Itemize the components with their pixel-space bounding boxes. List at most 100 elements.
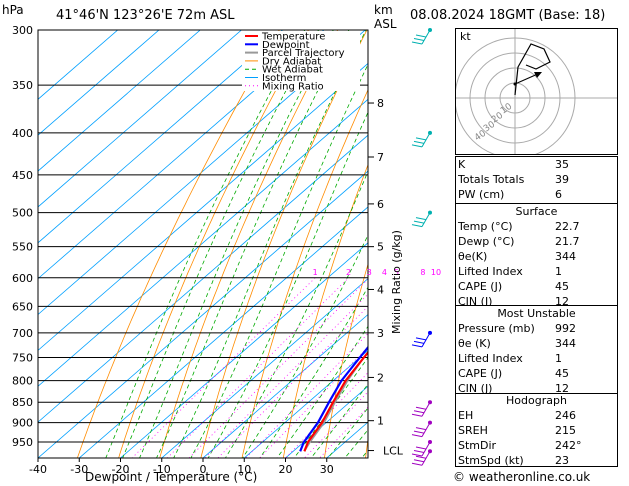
wind-barb-flag bbox=[413, 220, 425, 224]
wind-barb-flag bbox=[413, 38, 425, 41]
surface-row: CIN (J) 12 bbox=[458, 295, 569, 308]
mixing-ratio-label: 8 bbox=[420, 268, 425, 277]
isotherm-line bbox=[38, 98, 368, 387]
wind-barb-point bbox=[428, 28, 432, 32]
temperature-tick-label: 10 bbox=[237, 463, 251, 476]
surface-table: Temp (°C) 22.7 Dewp (°C) 21.7 θe(K) 344 Lif… bbox=[456, 219, 617, 309]
wind-barb-flag bbox=[413, 410, 425, 414]
pressure-tick-label: 900 bbox=[12, 417, 33, 430]
wind-barb-flag bbox=[411, 462, 423, 466]
mu-row: θe (K) 344 bbox=[458, 337, 576, 350]
wind-barb-flag bbox=[411, 224, 423, 228]
mu-row: Pressure (mb) 992 bbox=[458, 322, 576, 335]
index-value: 35 bbox=[555, 158, 569, 171]
wet-adiabat-line bbox=[276, 325, 368, 458]
dry-adiabat-line bbox=[118, 30, 309, 458]
pressure-tick-label: 450 bbox=[12, 169, 33, 182]
isotherm-line bbox=[38, 170, 368, 458]
surface-row: CAPE (J) 45 bbox=[458, 280, 569, 293]
mixing-ratio-axis-title: Mixing Ratio (g/kg) bbox=[390, 230, 403, 334]
storm-motion-arrowhead bbox=[534, 72, 542, 78]
mixing-ratio-label: 2 bbox=[346, 268, 351, 277]
legend-entry: Dewpoint bbox=[262, 40, 310, 51]
dry-adiabat-line bbox=[324, 262, 368, 458]
wind-barb-flag bbox=[415, 406, 427, 410]
surface-row: Temp (°C) 22.7 bbox=[458, 220, 580, 233]
wind-barb-flag bbox=[413, 430, 425, 434]
legend-entry: Isotherm bbox=[262, 73, 306, 84]
hodograph-surface-point bbox=[513, 82, 517, 86]
isotherm-line bbox=[38, 134, 368, 423]
isotherm-line bbox=[119, 242, 368, 458]
isotherm-line bbox=[38, 30, 243, 208]
most-unstable-title: Most Unstable bbox=[497, 307, 576, 320]
wind-barb-flag bbox=[415, 446, 427, 450]
dry-adiabat-line bbox=[76, 30, 280, 458]
wind-barb-flag bbox=[411, 344, 423, 348]
copyright-footer: © weatheronline.co.uk bbox=[453, 470, 591, 484]
wind-barb-flag bbox=[411, 434, 423, 438]
hodograph-panel: kt 10 20 30 40 bbox=[455, 28, 618, 155]
index-row-totals: Totals Totals 39 bbox=[456, 172, 617, 187]
isotherm-line bbox=[161, 278, 368, 458]
index-value: 6 bbox=[555, 188, 562, 201]
wind-barb-flag bbox=[413, 450, 425, 453]
hodograph-table-title: Hodograph bbox=[506, 394, 567, 407]
wind-barb-flag bbox=[411, 41, 423, 45]
index-row-pw: PW (cm) 6 bbox=[456, 187, 617, 202]
pressure-unit-label: hPa bbox=[2, 3, 24, 17]
legend-entry: Dry Adiabat bbox=[262, 56, 321, 67]
temperature-tick-label: 30 bbox=[320, 463, 334, 476]
dry-adiabats bbox=[76, 30, 368, 458]
mu-row: Lifted Index 1 bbox=[458, 352, 562, 365]
wet-adiabat-line bbox=[173, 30, 367, 458]
wet-adiabat-line bbox=[105, 30, 306, 458]
height-tick-label: 6 bbox=[377, 198, 384, 211]
wind-barb-flag bbox=[411, 453, 423, 457]
temperature-tick-label: -30 bbox=[70, 463, 88, 476]
isotherm-line bbox=[284, 385, 368, 458]
index-label: Totals Totals bbox=[458, 173, 525, 186]
mu-row: CAPE (J) 45 bbox=[458, 367, 569, 380]
height-tick-label: 7 bbox=[377, 151, 384, 164]
wind-barb-flag bbox=[415, 137, 427, 141]
surface-row: Dewp (°C) 21.7 bbox=[458, 235, 580, 248]
km-label: km bbox=[374, 3, 393, 17]
isotherm-line bbox=[38, 30, 160, 136]
surface-row: Lifted Index 1 bbox=[458, 265, 562, 278]
wet-adiabat-line bbox=[293, 356, 368, 458]
wet-adiabat-line bbox=[259, 286, 368, 458]
mixing-ratio-line bbox=[303, 391, 368, 458]
mixing-ratio-label: 10 bbox=[431, 268, 441, 277]
isotherm-line bbox=[243, 349, 368, 458]
height-tick-label: 4 bbox=[377, 283, 384, 296]
height-tick-label: 1 bbox=[377, 415, 384, 428]
wet-adiabat-line bbox=[190, 63, 368, 458]
wet-adiabat-line bbox=[242, 234, 368, 458]
legend-box bbox=[242, 31, 360, 91]
hodograph-trace bbox=[514, 43, 551, 96]
pressure-tick-label: 400 bbox=[12, 127, 33, 140]
legend-entry: Parcel Trajectory bbox=[262, 48, 345, 59]
hodograph-table: EH 246 SREH 215 StmDir 242° StmSpd (kt) 23 bbox=[456, 408, 617, 468]
legend-entry: Temperature bbox=[261, 32, 325, 43]
hodo-row: StmSpd (kt) 23 bbox=[458, 454, 569, 467]
dry-adiabat-line bbox=[200, 30, 368, 458]
isotherm-line bbox=[38, 30, 284, 244]
wind-barb-point bbox=[428, 210, 432, 215]
hodo-row: StmDir 242° bbox=[458, 439, 582, 452]
height-tick-label: 5 bbox=[377, 241, 384, 254]
axes: 3003504004505005506006507007508008509009… bbox=[12, 24, 334, 476]
wet-adiabats bbox=[105, 30, 368, 458]
pressure-tick-label: 550 bbox=[12, 241, 33, 254]
pressure-tick-label: 300 bbox=[12, 24, 33, 37]
mixing-ratio-label: 4 bbox=[382, 268, 387, 277]
lcl-label: LCL bbox=[383, 445, 404, 458]
wind-barb-flag bbox=[415, 427, 427, 431]
isotherms bbox=[38, 30, 368, 458]
wind-barb-flag bbox=[413, 140, 425, 144]
indices-panel: K 35 Totals Totals 39 PW (cm) 6 bbox=[455, 156, 618, 204]
wet-adiabat-line bbox=[139, 30, 334, 458]
